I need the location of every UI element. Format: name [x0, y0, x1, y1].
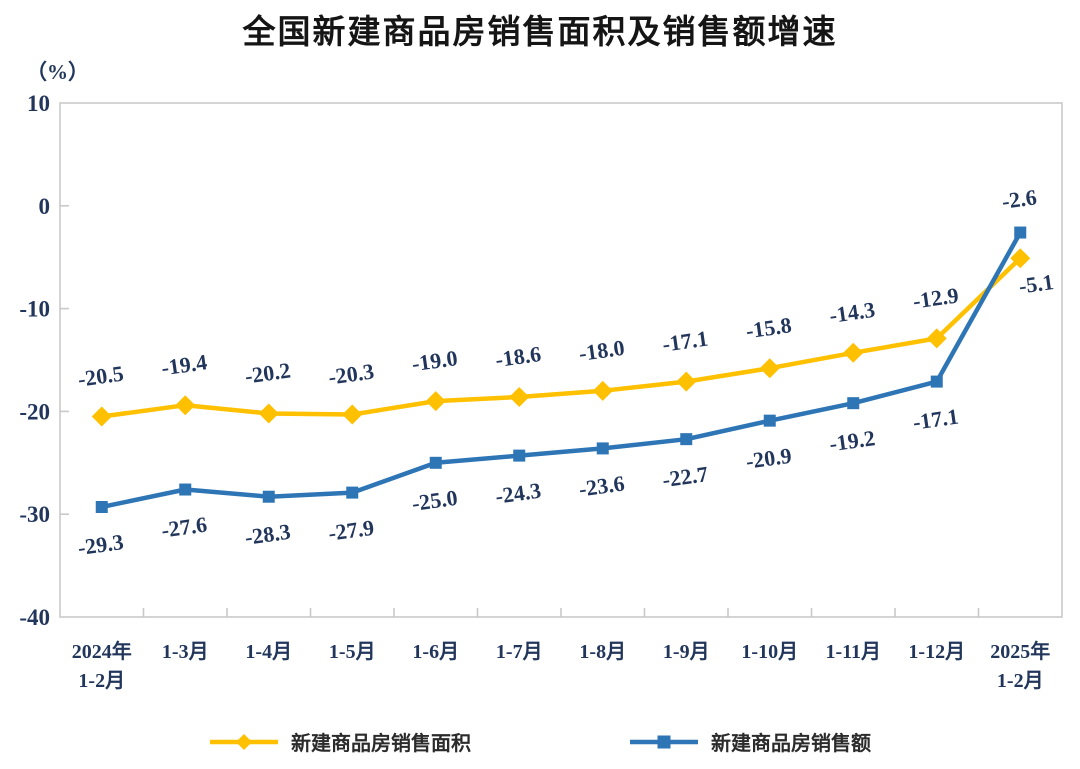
sales-amount-line-square-icon — [629, 733, 699, 751]
svg-text:-23.6: -23.6 — [577, 470, 626, 501]
svg-text:-30: -30 — [19, 502, 50, 527]
svg-text:-28.3: -28.3 — [243, 519, 292, 550]
y-axis-unit-label: （%） — [26, 60, 89, 84]
svg-text:-22.7: -22.7 — [661, 461, 710, 492]
svg-text:-27.9: -27.9 — [327, 515, 376, 546]
svg-text:-27.6: -27.6 — [160, 512, 209, 543]
svg-text:-20.5: -20.5 — [76, 361, 125, 392]
svg-text:-5.1: -5.1 — [1017, 269, 1055, 299]
legend-label-sales-area: 新建商品房销售面积 — [291, 733, 471, 755]
svg-text:1-8月: 1-8月 — [579, 641, 626, 663]
svg-text:-12.9: -12.9 — [911, 282, 960, 313]
svg-text:-40: -40 — [19, 605, 50, 630]
svg-text:-19.0: -19.0 — [410, 345, 459, 376]
svg-text:-20: -20 — [19, 399, 50, 424]
svg-text:1-11月: 1-11月 — [825, 641, 881, 663]
svg-text:-18.0: -18.0 — [577, 335, 626, 366]
svg-text:1-9月: 1-9月 — [663, 641, 710, 663]
svg-text:2025年: 2025年 — [990, 639, 1050, 663]
svg-text:0: 0 — [39, 194, 51, 219]
legend-item-sales-amount: 新建商品房销售额 — [629, 727, 871, 756]
svg-text:-25.0: -25.0 — [410, 485, 459, 516]
legend: 新建商品房销售面积 新建商品房销售额 — [0, 727, 1080, 756]
svg-text:1-7月: 1-7月 — [496, 641, 543, 663]
svg-text:1-12月: 1-12月 — [908, 641, 965, 663]
svg-text:-15.8: -15.8 — [744, 312, 793, 343]
svg-text:-10: -10 — [19, 297, 50, 322]
svg-text:-2.6: -2.6 — [1000, 184, 1038, 214]
svg-text:1-6月: 1-6月 — [412, 641, 459, 663]
svg-text:1-3月: 1-3月 — [162, 641, 209, 663]
svg-text:-19.2: -19.2 — [828, 425, 877, 456]
svg-text:-17.1: -17.1 — [911, 404, 960, 435]
svg-text:-18.6: -18.6 — [494, 341, 543, 372]
legend-label-sales-amount: 新建商品房销售额 — [711, 733, 871, 755]
svg-text:-24.3: -24.3 — [494, 478, 543, 509]
svg-text:1-4月: 1-4月 — [245, 641, 292, 663]
svg-text:1-5月: 1-5月 — [329, 641, 376, 663]
svg-text:10: 10 — [27, 91, 50, 116]
svg-text:-14.3: -14.3 — [828, 297, 877, 328]
svg-text:-17.1: -17.1 — [661, 326, 710, 357]
legend-item-sales-area: 新建商品房销售面积 — [209, 727, 471, 756]
svg-text:1-10月: 1-10月 — [741, 641, 798, 663]
svg-text:-20.3: -20.3 — [327, 358, 376, 389]
svg-text:-20.2: -20.2 — [243, 357, 292, 388]
svg-text:-20.9: -20.9 — [744, 443, 793, 474]
chart-title: 全国新建商品房销售面积及销售额增速 — [242, 15, 838, 51]
svg-text:-19.4: -19.4 — [160, 349, 209, 380]
svg-text:1-2月: 1-2月 — [78, 670, 125, 692]
sales-area-line-diamond-icon — [209, 733, 279, 751]
svg-text:2024年: 2024年 — [72, 639, 132, 663]
svg-text:1-2月: 1-2月 — [997, 670, 1044, 692]
svg-text:-29.3: -29.3 — [76, 529, 125, 560]
